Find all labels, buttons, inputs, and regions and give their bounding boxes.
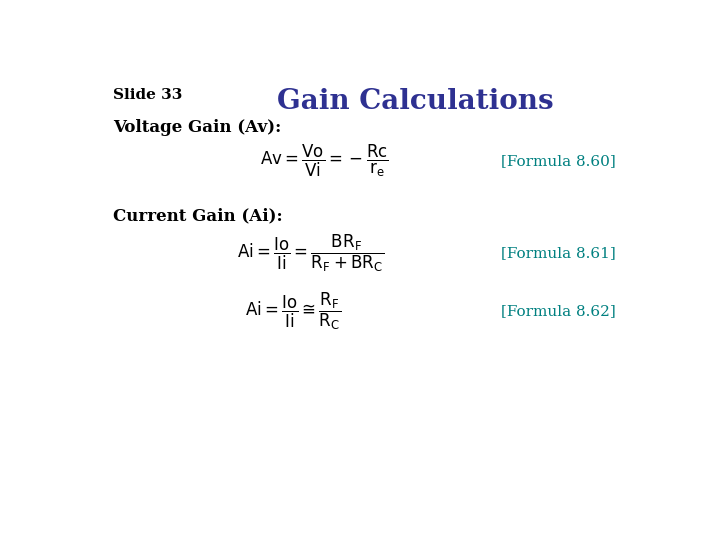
Text: Gain Calculations: Gain Calculations bbox=[277, 88, 554, 115]
Text: [Formula 8.60]: [Formula 8.60] bbox=[500, 154, 616, 168]
Text: [Formula 8.61]: [Formula 8.61] bbox=[500, 246, 616, 260]
Text: $\mathrm{Av = \dfrac{Vo}{Vi} = -\dfrac{Rc}{r_e}}$: $\mathrm{Av = \dfrac{Vo}{Vi} = -\dfrac{R… bbox=[261, 143, 390, 179]
Text: Voltage Gain (Av):: Voltage Gain (Av): bbox=[113, 119, 282, 136]
Text: Current Gain (Ai):: Current Gain (Ai): bbox=[113, 207, 283, 224]
Text: Slide 33: Slide 33 bbox=[113, 88, 183, 102]
Text: $\mathrm{Ai = \dfrac{Io}{Ii} \cong \dfrac{R_F}{R_C}}$: $\mathrm{Ai = \dfrac{Io}{Ii} \cong \dfra… bbox=[245, 291, 341, 332]
Text: $\mathrm{Ai = \dfrac{Io}{Ii} = \dfrac{BR_F}{R_F + BR_C}}$: $\mathrm{Ai = \dfrac{Io}{Ii} = \dfrac{BR… bbox=[238, 233, 384, 274]
Text: [Formula 8.62]: [Formula 8.62] bbox=[500, 304, 616, 318]
